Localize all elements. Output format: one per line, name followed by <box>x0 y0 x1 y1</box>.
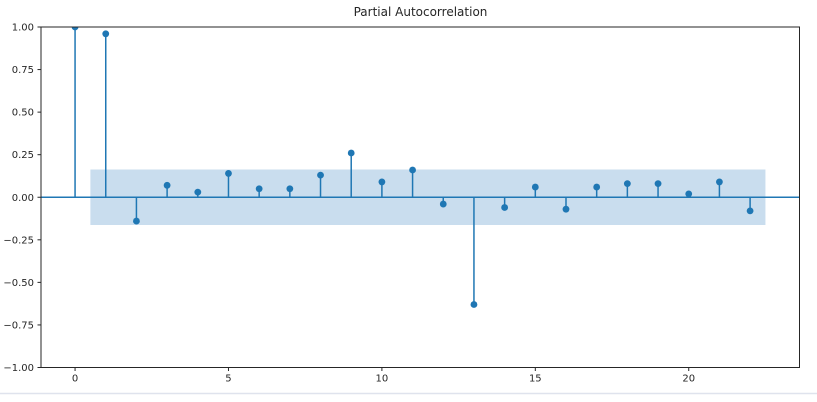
stem-marker <box>409 166 416 174</box>
stem-marker <box>133 217 140 225</box>
stem-series <box>71 27 754 308</box>
stem-marker <box>286 185 294 193</box>
stem-marker <box>685 190 693 198</box>
stem-marker <box>593 183 601 191</box>
stem-marker <box>623 180 631 188</box>
stem-marker <box>347 149 355 157</box>
y-tick-label: 0.50 <box>12 108 34 119</box>
x-tick-label: 15 <box>529 374 542 385</box>
stem-marker <box>225 170 232 177</box>
x-tick-label: 0 <box>72 374 78 385</box>
stem-marker <box>531 183 539 191</box>
stem-marker <box>255 185 263 193</box>
x-tick-label: 10 <box>376 374 389 385</box>
stem-marker <box>746 207 754 215</box>
y-tick-label: 1.00 <box>12 23 34 34</box>
stem-marker <box>194 188 202 196</box>
stem-marker <box>716 178 723 186</box>
y-tick-label: −0.25 <box>3 235 34 246</box>
stem-marker <box>71 27 79 31</box>
stem-marker <box>562 205 570 213</box>
y-tick-label: −0.50 <box>3 278 34 289</box>
stem-marker <box>317 171 324 179</box>
stem-marker <box>163 181 171 189</box>
x-tick-label: 20 <box>682 374 695 385</box>
stem-marker <box>654 180 662 188</box>
y-tick-label: −1.00 <box>3 363 34 374</box>
chart-title: Partial Autocorrelation <box>353 5 488 19</box>
y-tick-label: −0.75 <box>3 320 34 331</box>
y-tick-label: 0.25 <box>12 150 34 161</box>
y-tick-label: 0.75 <box>12 65 34 76</box>
stem-marker <box>439 200 447 208</box>
x-tick-label: 5 <box>225 374 231 385</box>
stem-marker <box>470 301 478 308</box>
y-tick-label: 0.00 <box>12 193 34 204</box>
stem-marker <box>378 178 386 186</box>
stem-marker <box>102 30 110 38</box>
stem-marker <box>501 204 509 211</box>
